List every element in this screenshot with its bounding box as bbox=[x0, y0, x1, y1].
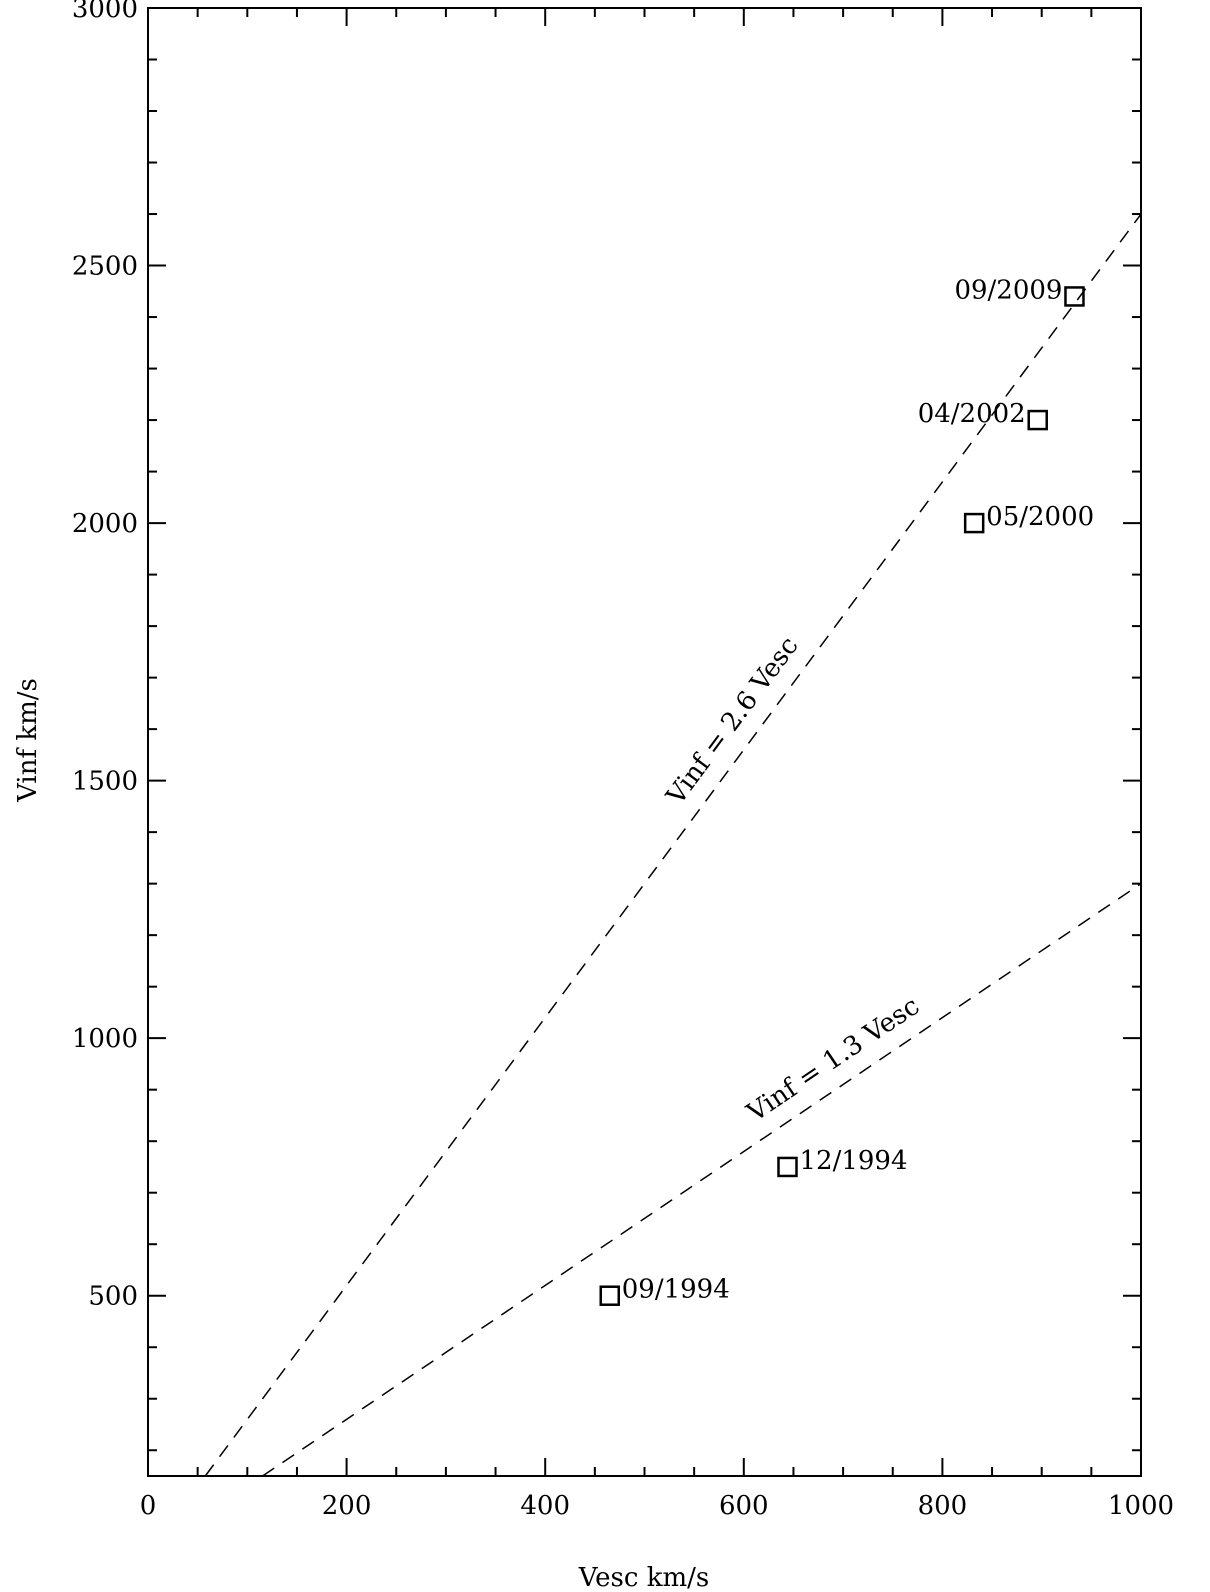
y-tick-label: 2000 bbox=[72, 509, 138, 539]
data-point-marker bbox=[1027, 409, 1048, 431]
x-tick-label: 800 bbox=[918, 1491, 968, 1521]
data-point-marker bbox=[1064, 286, 1085, 307]
y-tick-label: 3000 bbox=[72, 0, 138, 24]
x-tick-label: 200 bbox=[322, 1491, 372, 1521]
data-point-label: 04/2002 bbox=[918, 399, 1026, 429]
reference-line-label: Vinf = 2.6 Vesc bbox=[660, 631, 804, 811]
x-axis-title: Vesc km/s bbox=[578, 1563, 709, 1592]
x-tick-label: 1000 bbox=[1108, 1491, 1174, 1521]
data-point-label: 09/1994 bbox=[622, 1275, 730, 1305]
reference-line bbox=[262, 883, 1142, 1477]
x-tick-label: 400 bbox=[520, 1491, 570, 1521]
data-point-label: 05/2000 bbox=[986, 502, 1094, 532]
data-point-marker bbox=[963, 512, 985, 534]
data-point-marker bbox=[777, 1156, 798, 1178]
data-points: 09/1994 12/1994 05/2000 04/2002 09/2009 bbox=[599, 275, 1094, 1306]
x-tick-label: 0 bbox=[140, 1491, 157, 1521]
reference-line bbox=[204, 213, 1142, 1477]
y-tick-label: 2500 bbox=[72, 252, 138, 282]
y-axis-title: Vinf km/s bbox=[13, 678, 43, 803]
axis-ticks: 0 200 400 600 800 1000 500 1000 1500 2000 2500 3000 bbox=[72, 0, 1174, 1521]
data-point-marker bbox=[599, 1285, 620, 1306]
y-tick-label: 1000 bbox=[72, 1024, 138, 1054]
y-tick-label: 1500 bbox=[72, 767, 138, 797]
x-tick-label: 600 bbox=[719, 1491, 769, 1521]
data-point-label: 12/1994 bbox=[799, 1146, 907, 1176]
reference-line-label: Vinf = 1.3 Vesc bbox=[741, 991, 925, 1129]
y-tick-label: 500 bbox=[88, 1282, 138, 1312]
plot-frame bbox=[147, 7, 1142, 1477]
data-point-label: 09/2009 bbox=[954, 275, 1062, 305]
